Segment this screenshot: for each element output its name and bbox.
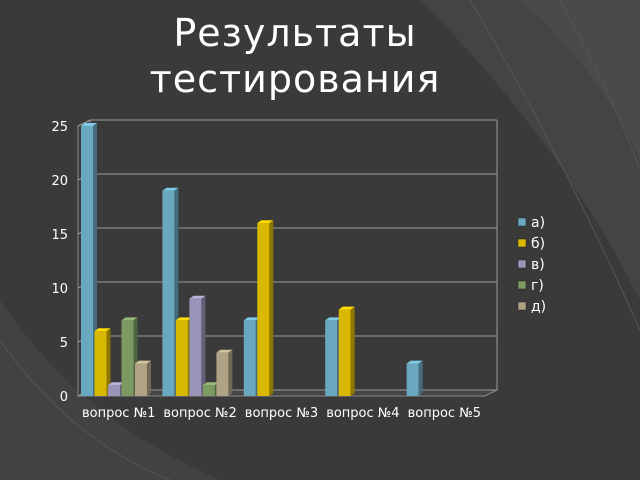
bar-front bbox=[338, 309, 351, 396]
bar-side bbox=[106, 328, 111, 396]
bar-top bbox=[135, 360, 151, 364]
legend-swatch bbox=[517, 217, 527, 227]
y-tick-label: 15 bbox=[51, 228, 68, 243]
bar-front bbox=[175, 320, 188, 396]
bar-top bbox=[94, 328, 111, 332]
bar-front bbox=[121, 320, 134, 396]
legend-label: б) bbox=[531, 236, 545, 252]
bar-front bbox=[406, 363, 419, 396]
slide-title-line-1: Результаты bbox=[173, 11, 417, 55]
bar-side bbox=[350, 306, 355, 396]
bar bbox=[81, 123, 97, 396]
legend-swatch bbox=[517, 280, 527, 290]
y-tick-label: 5 bbox=[60, 336, 68, 351]
bar-top bbox=[121, 317, 138, 321]
series-2 bbox=[94, 220, 355, 396]
bar-front bbox=[135, 363, 147, 396]
y-tick-label: 20 bbox=[51, 174, 68, 189]
bar-front bbox=[108, 385, 120, 396]
series-3 bbox=[108, 295, 206, 396]
bar-top bbox=[257, 220, 274, 224]
plot-area: 0 5 10 15 20 25 вопрос №1 вопрос №2 вопрос №3 воп… bbox=[51, 119, 498, 421]
bar bbox=[406, 360, 423, 396]
bar-top bbox=[175, 317, 192, 321]
bar-top bbox=[202, 382, 219, 386]
series-1 bbox=[81, 123, 423, 396]
y-tick-label: 10 bbox=[51, 282, 68, 297]
bar-side bbox=[147, 360, 151, 396]
bar-top bbox=[243, 317, 260, 321]
x-tick-label: вопрос №5 bbox=[408, 406, 481, 421]
bar-front bbox=[243, 320, 256, 396]
bar bbox=[257, 220, 274, 396]
bar-side bbox=[269, 220, 274, 396]
bar-front bbox=[162, 190, 175, 396]
bar-top bbox=[216, 349, 233, 353]
legend-swatch bbox=[517, 259, 527, 269]
x-tick-label: вопрос №2 bbox=[163, 406, 236, 421]
legend-swatch bbox=[517, 301, 527, 311]
bar bbox=[94, 328, 111, 396]
series-5 bbox=[135, 349, 233, 396]
bar-side bbox=[228, 349, 233, 396]
legend-label: г) bbox=[531, 278, 544, 294]
gridline bbox=[77, 173, 497, 181]
slide-title: Результаты тестирования bbox=[0, 10, 590, 102]
gridline bbox=[77, 335, 497, 343]
legend-label: в) bbox=[531, 257, 545, 273]
bar-side bbox=[201, 295, 206, 396]
bar-top bbox=[325, 317, 342, 321]
bar-front bbox=[189, 298, 202, 396]
slide-title-line-2: тестирования bbox=[149, 57, 441, 101]
bar bbox=[189, 295, 206, 396]
bar bbox=[338, 306, 355, 396]
legend-label: д) bbox=[531, 299, 546, 315]
bar-front bbox=[202, 385, 215, 396]
bar-front bbox=[257, 223, 270, 396]
bar-top bbox=[162, 187, 179, 191]
bar-side bbox=[93, 123, 97, 396]
y-tick-label: 0 bbox=[60, 390, 68, 405]
bar-front bbox=[325, 320, 338, 396]
bar-front bbox=[81, 126, 93, 396]
bar-front bbox=[94, 331, 107, 396]
x-tick-label: вопрос №3 bbox=[245, 406, 318, 421]
bar-top bbox=[189, 295, 206, 299]
bar bbox=[216, 349, 233, 396]
legend: а) б) в) г) д) bbox=[517, 215, 546, 315]
gridline bbox=[77, 119, 497, 127]
x-tick-label: вопрос №4 bbox=[326, 406, 399, 421]
legend-swatch bbox=[517, 238, 527, 248]
x-tick-label: вопрос №1 bbox=[82, 406, 155, 421]
y-tick-label: 25 bbox=[51, 120, 68, 135]
bar-top bbox=[108, 382, 124, 386]
bar bbox=[135, 360, 151, 396]
gridline bbox=[77, 281, 497, 289]
bar-side bbox=[418, 360, 423, 396]
bar-top bbox=[338, 306, 355, 310]
legend-label: а) bbox=[531, 215, 545, 231]
bar-front bbox=[216, 352, 229, 396]
bar-top bbox=[406, 360, 423, 364]
bar-top bbox=[81, 123, 97, 126]
gridline bbox=[77, 227, 497, 235]
